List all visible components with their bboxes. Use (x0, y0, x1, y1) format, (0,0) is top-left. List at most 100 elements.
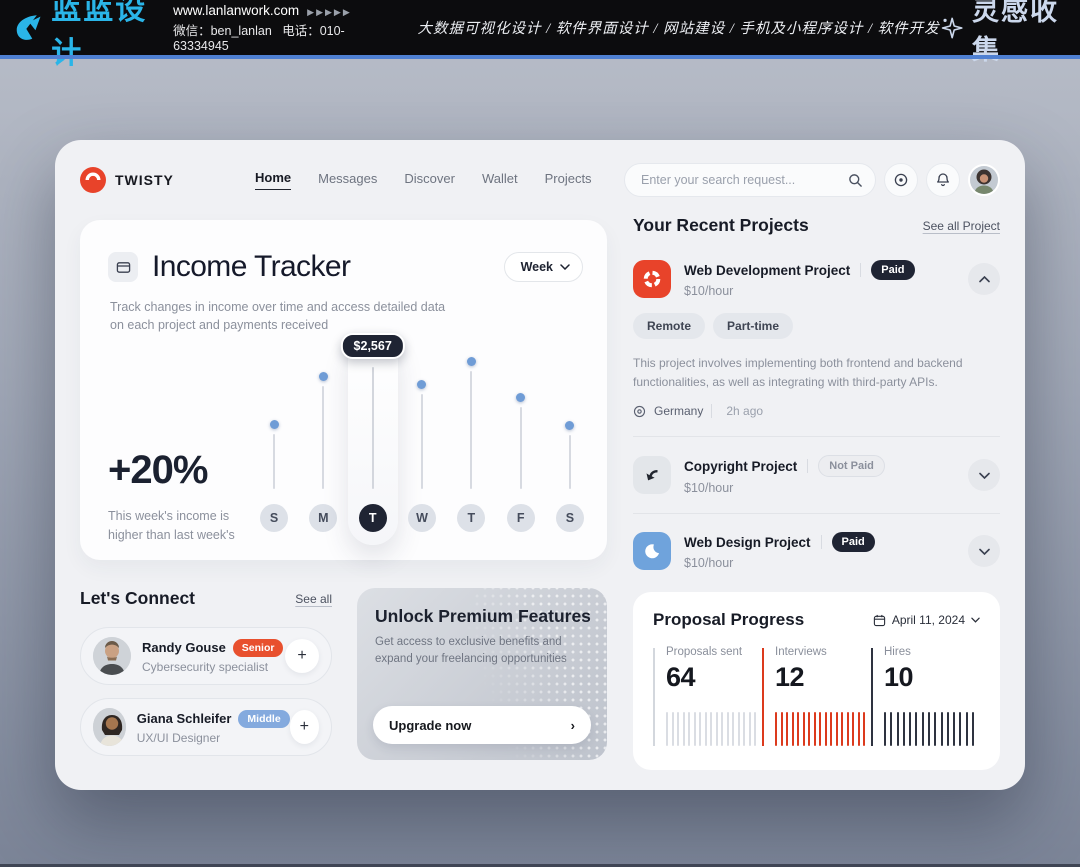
lets-connect-panel: Let's Connect See all Randy Gouse (80, 588, 332, 769)
stat-label: Hires (884, 646, 911, 658)
ruler-ticks (666, 712, 762, 746)
header-actions (624, 163, 1000, 197)
notifications-button[interactable] (926, 163, 960, 197)
settings-button[interactable] (884, 163, 918, 197)
chart-day-label[interactable]: M (309, 504, 338, 532)
project-tags: Remote Part-time (633, 313, 1000, 339)
banner-phone: 电话：010-63334945 (173, 23, 345, 53)
chart-column[interactable]: M (301, 355, 345, 532)
add-person-button[interactable]: + (289, 710, 319, 744)
project-row-web-design[interactable]: Web Design Project Paid $10/hour (633, 532, 1000, 571)
project-name: Copyright Project (684, 458, 798, 474)
search-icon[interactable] (848, 173, 863, 188)
recent-projects-panel: Your Recent Projects See all Project Web… (633, 215, 1000, 571)
expand-project-button[interactable] (968, 535, 1000, 568)
tag-part-time[interactable]: Part-time (713, 313, 794, 339)
divider (860, 263, 862, 277)
stat-proposals-sent: Proposals sent 64 (653, 646, 762, 746)
income-tracker-head: Income Tracker (108, 250, 351, 284)
income-tracker-subtitle: Track changes in income over time and ac… (110, 300, 446, 333)
date-value: April 11, 2024 (891, 613, 965, 627)
project-location: Germany (654, 404, 704, 419)
project-row-web-development[interactable]: Web Development Project Paid $10/hour (633, 260, 1000, 298)
collapse-project-button[interactable] (968, 263, 1000, 295)
twisty-brand[interactable]: TWISTY (80, 167, 255, 193)
see-all-projects-link[interactable]: See all Project (922, 218, 1000, 233)
chart-column[interactable]: F (499, 355, 543, 532)
chart-stick (371, 367, 374, 490)
project-icon-copyright (633, 456, 671, 495)
upgrade-button[interactable]: Upgrade now › (373, 706, 591, 744)
chart-dot (269, 420, 279, 430)
status-badge-paid: Paid (871, 260, 915, 280)
nav-projects[interactable]: Projects (544, 170, 592, 186)
chart-dot (565, 421, 575, 431)
banner-collect-text: 灵感收集 (971, 0, 1059, 66)
see-all-connect-link[interactable]: See all (295, 591, 332, 606)
user-avatar[interactable] (968, 164, 1000, 196)
top-banner: 蓝蓝设计 www.lanlanwork.com ▶▶▶▶▶ 微信：ben_lanl… (0, 0, 1080, 70)
brand-name: TWISTY (115, 172, 174, 188)
person-card-giana[interactable]: Giana Schleifer Middle UX/UI Designer + (80, 698, 332, 756)
level-badge-middle: Middle (238, 709, 290, 728)
income-tracker-title: Income Tracker (152, 250, 351, 283)
chart-column[interactable]: S (252, 355, 296, 532)
chart-column[interactable]: S (548, 355, 592, 532)
bottom-strip (0, 864, 1080, 867)
chart-dot (417, 380, 427, 390)
income-change-note: This week's income is higher than last w… (108, 509, 235, 542)
card-icon (108, 252, 138, 282)
banner-accent-strip (0, 55, 1080, 59)
chart-day-label[interactable]: T (358, 504, 387, 532)
chart-stick (273, 434, 275, 490)
chart-column[interactable]: $2,567 T (340, 333, 405, 545)
chart-day-label[interactable]: F (506, 504, 535, 532)
chart-day-label[interactable]: T (457, 504, 486, 532)
nav-wallet[interactable]: Wallet (481, 170, 518, 186)
chart-column[interactable]: T (449, 355, 493, 532)
chart-tooltip: $2,567 (340, 333, 405, 359)
nav-home[interactable]: Home (255, 170, 292, 190)
stat-hires: Hires 10 (871, 646, 980, 746)
chart-column[interactable]: W (400, 355, 444, 532)
person-avatar (93, 708, 126, 746)
chart-day-label[interactable]: S (260, 504, 288, 532)
person-card-randy[interactable]: Randy Gouse Senior Cybersecurity special… (80, 627, 332, 685)
premium-title: Unlock Premium Features (375, 606, 591, 626)
location-icon (633, 405, 646, 417)
add-person-button[interactable]: + (285, 639, 319, 673)
chevron-down-icon (560, 264, 570, 270)
banner-arrows: ▶▶▶▶▶ (307, 6, 352, 17)
banner-logo-text: 蓝蓝设计 (51, 0, 148, 70)
project-name: Web Design Project (684, 534, 811, 550)
chevron-down-icon (971, 617, 980, 623)
stat-label: Proposals sent (666, 646, 743, 658)
calendar-icon (873, 614, 885, 626)
banner-contact: www.lanlanwork.com ▶▶▶▶▶ 微信：ben_lanlan 电话… (173, 3, 359, 53)
project-description: This project involves implementing both … (633, 356, 963, 389)
chart-dot (516, 393, 526, 403)
chart-day-label[interactable]: W (407, 504, 436, 532)
chart-stick (420, 394, 423, 490)
divider (711, 404, 713, 419)
bell-icon (937, 173, 949, 187)
income-tracker-card: Income Tracker Week Track changes in inc… (80, 220, 607, 560)
premium-card: Unlock Premium Features Get access to ex… (357, 588, 607, 760)
stat-label: Interviews (775, 646, 827, 658)
search-bar[interactable] (624, 163, 876, 197)
lanlan-logo-icon (16, 14, 41, 40)
nav-discover[interactable]: Discover (404, 170, 455, 186)
nav-messages[interactable]: Messages (318, 170, 378, 186)
chart-day-label[interactable]: S (555, 504, 584, 532)
project-name: Web Development Project (684, 262, 851, 278)
stat-value: 12 (775, 662, 805, 692)
tag-remote[interactable]: Remote (633, 313, 706, 339)
search-input[interactable] (641, 173, 848, 187)
chevron-up-icon (978, 275, 990, 282)
project-row-copyright[interactable]: Copyright Project Not Paid $10/hour (633, 455, 1000, 495)
date-select[interactable]: April 11, 2024 (873, 613, 980, 627)
expand-project-button[interactable] (968, 459, 1000, 492)
banner-website[interactable]: www.lanlanwork.com (173, 2, 300, 18)
person-name: Randy Gouse (142, 640, 226, 655)
period-select[interactable]: Week (503, 252, 583, 282)
